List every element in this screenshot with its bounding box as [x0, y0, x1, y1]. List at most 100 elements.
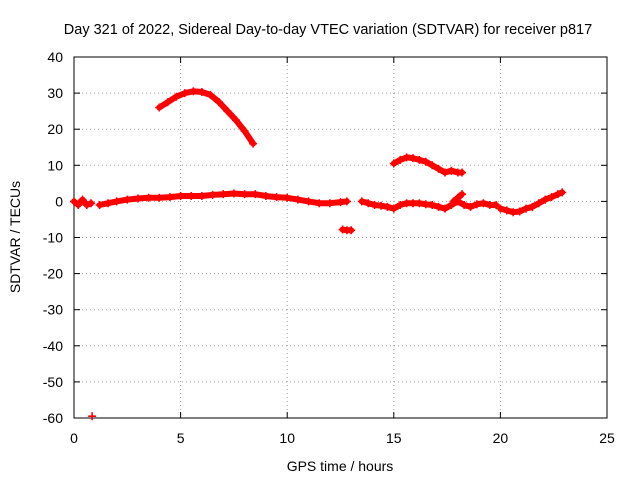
series-small-rise [449, 190, 467, 206]
y-tick-label: 20 [47, 121, 63, 137]
x-tick-label: 0 [70, 430, 78, 446]
data-point [396, 201, 405, 210]
data-point [240, 190, 249, 199]
series-mid-arc [389, 153, 467, 177]
data-point [315, 199, 324, 208]
x-tick-label: 10 [279, 430, 295, 446]
data-point [223, 107, 232, 116]
series-main-band-c [357, 197, 501, 213]
data-point [534, 199, 543, 208]
x-tick-label: 5 [177, 430, 185, 446]
data-point [95, 201, 104, 210]
data-point [240, 127, 249, 136]
data-point [428, 161, 437, 170]
data-point [492, 201, 501, 210]
data-point [133, 194, 142, 203]
data-point [87, 199, 96, 208]
data-point [232, 116, 241, 125]
data-point [447, 166, 456, 175]
data-point [364, 199, 373, 208]
data-point [249, 139, 258, 148]
data-point [440, 168, 449, 177]
data-point [197, 88, 206, 97]
series-offset-segment [338, 225, 356, 235]
data-point [421, 157, 430, 166]
y-tick-label: -50 [43, 374, 63, 390]
data-point [70, 197, 78, 206]
series-upper-arc [155, 87, 258, 148]
data-point [528, 202, 537, 211]
data-point [208, 190, 217, 199]
data-point [377, 201, 386, 210]
data-point [521, 204, 530, 213]
data-point [189, 87, 198, 96]
data-point [112, 197, 121, 206]
data-point [460, 201, 469, 210]
data-point [180, 89, 189, 98]
data-point [389, 159, 398, 168]
data-point [88, 412, 97, 421]
data-point [219, 190, 228, 199]
y-tick-label: 10 [47, 157, 63, 173]
data-point [272, 193, 281, 202]
data-point [187, 191, 196, 200]
data-point [434, 202, 443, 211]
data-point [428, 201, 437, 210]
data-point [172, 92, 181, 101]
y-tick-label: -20 [43, 266, 63, 282]
data-point [155, 193, 164, 202]
x-tick-label: 25 [599, 430, 615, 446]
chart-title: Day 321 of 2022, Sidereal Day-to-day VTE… [64, 22, 592, 38]
data-point [197, 191, 206, 200]
data-point [342, 197, 351, 206]
data-point [458, 168, 467, 177]
data-point [553, 190, 562, 199]
data-point [453, 193, 462, 202]
data-point [440, 204, 449, 213]
y-tick-label: 30 [47, 85, 63, 101]
data-point [449, 197, 458, 206]
x-axis-label: GPS time / hours [287, 458, 394, 474]
data-point [396, 155, 405, 164]
data-point [283, 193, 292, 202]
data-point [155, 103, 164, 112]
grid-lines [74, 57, 607, 418]
data-point [466, 202, 475, 211]
y-tick-label: 0 [55, 193, 63, 209]
data-point [176, 191, 185, 200]
data-point [347, 226, 356, 235]
series-late-arc [496, 188, 567, 217]
data-point [293, 195, 302, 204]
data-point [163, 98, 172, 107]
series-main-band-a [70, 195, 96, 210]
data-point [78, 195, 87, 204]
data-point [206, 90, 215, 99]
data-point [104, 199, 113, 208]
axis-ticks: 0 5 10 15 20 25 -60 -50 -40 -30 -20 -10 0 10 20 30 40 [43, 49, 615, 446]
data-point [479, 199, 488, 208]
y-axis-label: SDTVAR / TECUs [7, 181, 23, 293]
data-point [547, 193, 556, 202]
data-point [82, 201, 91, 210]
data-point [261, 191, 270, 200]
data-point [434, 164, 443, 173]
series-main-band-b [95, 189, 351, 210]
data-point [144, 193, 153, 202]
data-point [496, 204, 505, 213]
data-point [389, 204, 398, 213]
data-point [123, 195, 132, 204]
y-tick-label: -40 [43, 338, 63, 354]
data-point [383, 202, 392, 211]
data-point [415, 155, 424, 164]
data-point [472, 200, 481, 209]
data-marks [70, 87, 567, 421]
data-point [415, 199, 424, 208]
data-point [515, 207, 524, 216]
x-tick-label: 15 [386, 430, 402, 446]
data-point [325, 199, 334, 208]
data-point [229, 189, 238, 198]
data-point [558, 188, 567, 197]
y-tick-label: -10 [43, 230, 63, 246]
